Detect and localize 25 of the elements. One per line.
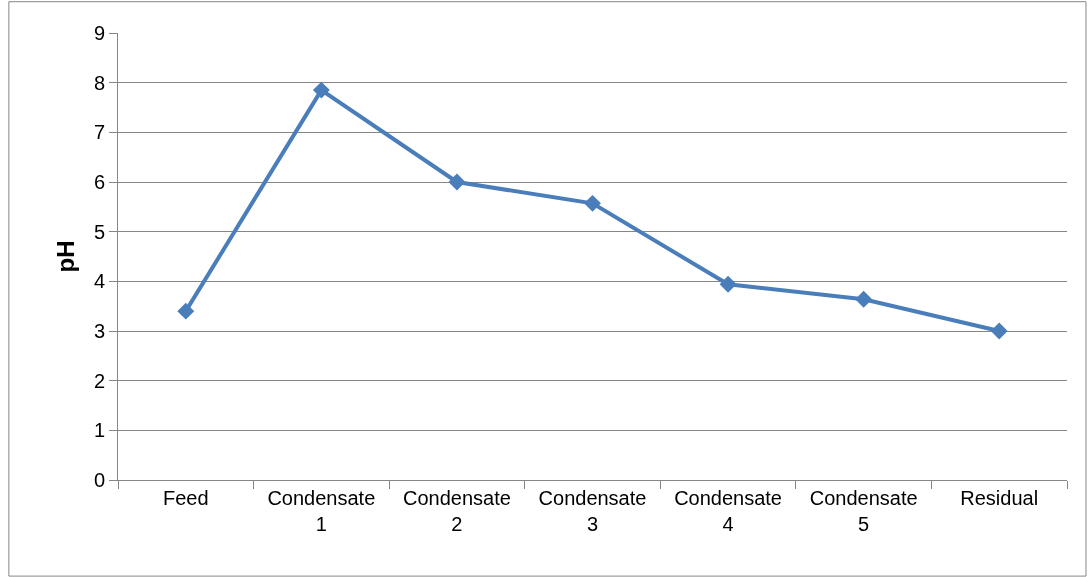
y-tick-label: 3 bbox=[93, 320, 105, 342]
y-tick-label: 9 bbox=[93, 22, 105, 44]
y-tick-label: 8 bbox=[93, 71, 105, 94]
y-tick-label: 2 bbox=[93, 369, 105, 392]
point bbox=[584, 194, 601, 212]
y-axis-title: pH bbox=[51, 240, 79, 273]
y-tick-label: 6 bbox=[93, 171, 105, 193]
x-tick-label: Condensate 5 bbox=[809, 487, 918, 535]
point bbox=[312, 81, 330, 99]
point bbox=[719, 275, 737, 293]
x-tick-label: Feed bbox=[162, 487, 209, 509]
y-tick-label: 7 bbox=[93, 121, 105, 144]
point bbox=[177, 302, 195, 320]
x-tick-label: Condensate 3 bbox=[538, 487, 647, 535]
x-tick-label: Condensate 2 bbox=[402, 487, 511, 535]
point bbox=[448, 173, 466, 191]
y-tick-label: 0 bbox=[93, 469, 105, 491]
x-tick-label: Condensate 1 bbox=[267, 487, 376, 535]
point bbox=[855, 290, 873, 308]
point bbox=[990, 322, 1008, 340]
y-tick-label: 1 bbox=[93, 419, 105, 442]
y-tick-label: 4 bbox=[93, 270, 105, 293]
y-tick-label: 5 bbox=[93, 220, 105, 243]
x-tick-label: Condensate 4 bbox=[674, 487, 783, 535]
x-tick-label: Residual bbox=[960, 487, 1039, 509]
